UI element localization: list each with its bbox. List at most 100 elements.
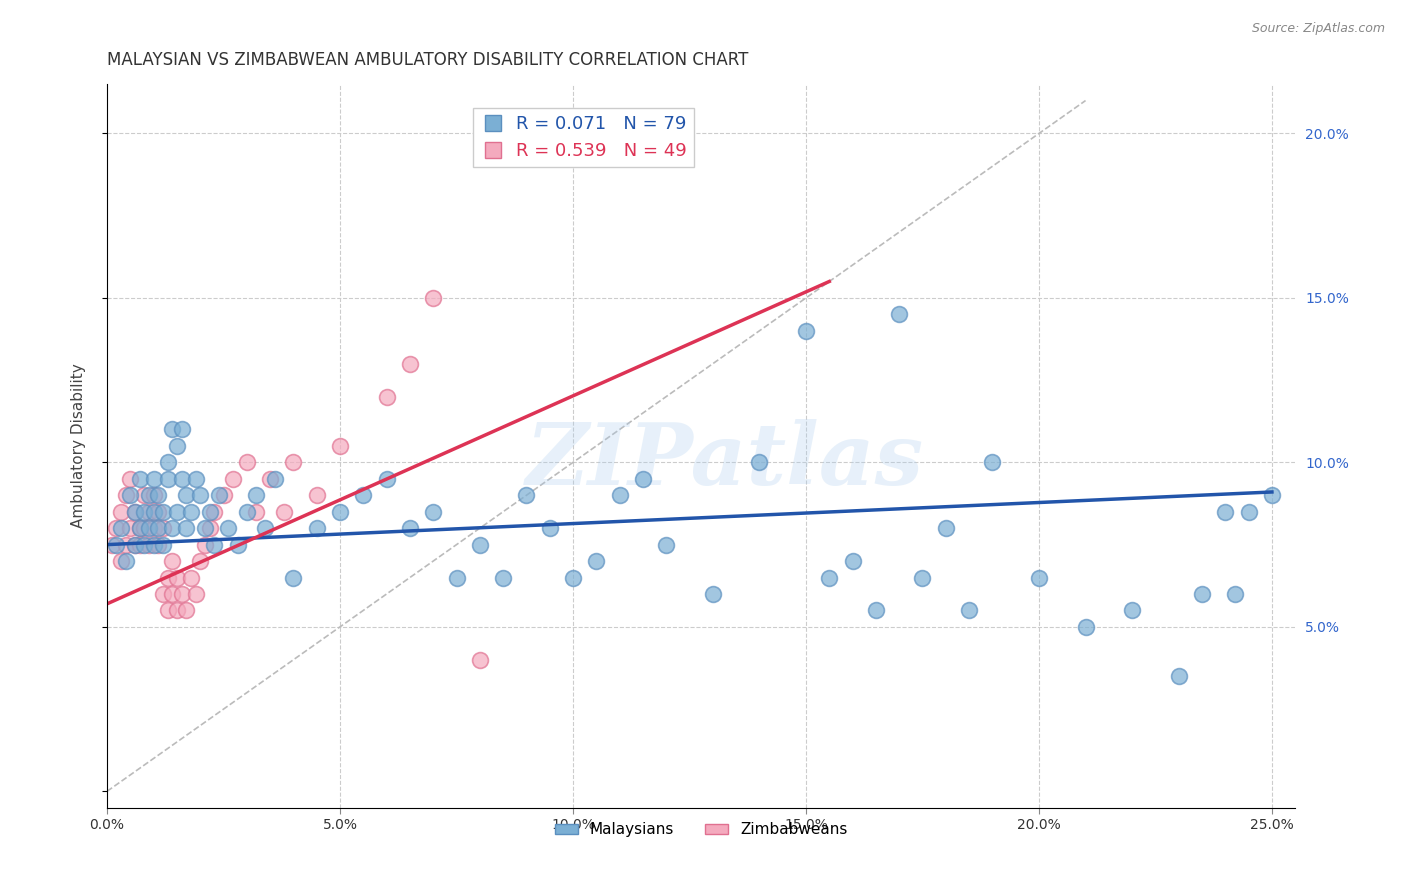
- Point: [134, 538, 156, 552]
- Point: [245, 505, 267, 519]
- Point: [202, 538, 225, 552]
- Point: [124, 538, 146, 552]
- Point: [166, 505, 188, 519]
- Point: [329, 439, 352, 453]
- Point: [174, 521, 197, 535]
- Point: [166, 603, 188, 617]
- Point: [273, 505, 295, 519]
- Point: [841, 554, 863, 568]
- Point: [245, 488, 267, 502]
- Point: [259, 472, 281, 486]
- Point: [162, 554, 184, 568]
- Point: [1028, 570, 1050, 584]
- Point: [174, 603, 197, 617]
- Point: [110, 505, 132, 519]
- Point: [935, 521, 957, 535]
- Point: [124, 538, 146, 552]
- Point: [120, 488, 142, 502]
- Point: [138, 488, 160, 502]
- Point: [562, 570, 585, 584]
- Text: Source: ZipAtlas.com: Source: ZipAtlas.com: [1251, 22, 1385, 36]
- Y-axis label: Ambulatory Disability: Ambulatory Disability: [72, 364, 86, 528]
- Point: [515, 488, 537, 502]
- Point: [226, 538, 249, 552]
- Point: [110, 554, 132, 568]
- Point: [222, 472, 245, 486]
- Point: [212, 488, 235, 502]
- Point: [1261, 488, 1284, 502]
- Point: [166, 570, 188, 584]
- Point: [138, 538, 160, 552]
- Point: [202, 505, 225, 519]
- Point: [128, 472, 150, 486]
- Point: [1215, 505, 1237, 519]
- Text: ZIPatlas: ZIPatlas: [526, 418, 924, 502]
- Point: [105, 538, 128, 552]
- Point: [134, 488, 156, 502]
- Point: [156, 603, 179, 617]
- Point: [794, 324, 817, 338]
- Point: [156, 472, 179, 486]
- Point: [148, 538, 170, 552]
- Point: [254, 521, 277, 535]
- Point: [702, 587, 724, 601]
- Point: [174, 488, 197, 502]
- Legend: Malaysians, Zimbabweans: Malaysians, Zimbabweans: [548, 816, 853, 844]
- Point: [375, 472, 398, 486]
- Point: [152, 538, 174, 552]
- Point: [208, 488, 231, 502]
- Point: [1191, 587, 1213, 601]
- Point: [148, 521, 170, 535]
- Point: [981, 455, 1004, 469]
- Point: [114, 538, 136, 552]
- Point: [142, 488, 165, 502]
- Point: [283, 455, 305, 469]
- Point: [1237, 505, 1260, 519]
- Point: [142, 505, 165, 519]
- Point: [152, 521, 174, 535]
- Text: MALAYSIAN VS ZIMBABWEAN AMBULATORY DISABILITY CORRELATION CHART: MALAYSIAN VS ZIMBABWEAN AMBULATORY DISAB…: [107, 51, 748, 69]
- Point: [124, 505, 146, 519]
- Point: [152, 505, 174, 519]
- Point: [609, 488, 631, 502]
- Point: [162, 587, 184, 601]
- Point: [120, 521, 142, 535]
- Point: [148, 505, 170, 519]
- Point: [198, 505, 221, 519]
- Point: [399, 357, 422, 371]
- Point: [865, 603, 887, 617]
- Point: [188, 554, 211, 568]
- Point: [305, 521, 328, 535]
- Point: [184, 472, 207, 486]
- Point: [170, 422, 193, 436]
- Point: [399, 521, 422, 535]
- Point: [180, 505, 202, 519]
- Point: [818, 570, 841, 584]
- Point: [134, 505, 156, 519]
- Point: [655, 538, 678, 552]
- Point: [100, 538, 122, 552]
- Point: [105, 521, 128, 535]
- Point: [148, 488, 170, 502]
- Point: [538, 521, 561, 535]
- Point: [468, 653, 491, 667]
- Point: [468, 538, 491, 552]
- Point: [194, 538, 217, 552]
- Point: [142, 538, 165, 552]
- Point: [114, 488, 136, 502]
- Point: [236, 455, 259, 469]
- Point: [217, 521, 239, 535]
- Point: [134, 521, 156, 535]
- Point: [180, 570, 202, 584]
- Point: [156, 570, 179, 584]
- Point: [329, 505, 352, 519]
- Point: [142, 472, 165, 486]
- Point: [283, 570, 305, 584]
- Point: [170, 472, 193, 486]
- Point: [422, 505, 444, 519]
- Point: [120, 472, 142, 486]
- Point: [138, 521, 160, 535]
- Point: [1167, 669, 1189, 683]
- Point: [124, 505, 146, 519]
- Point: [188, 488, 211, 502]
